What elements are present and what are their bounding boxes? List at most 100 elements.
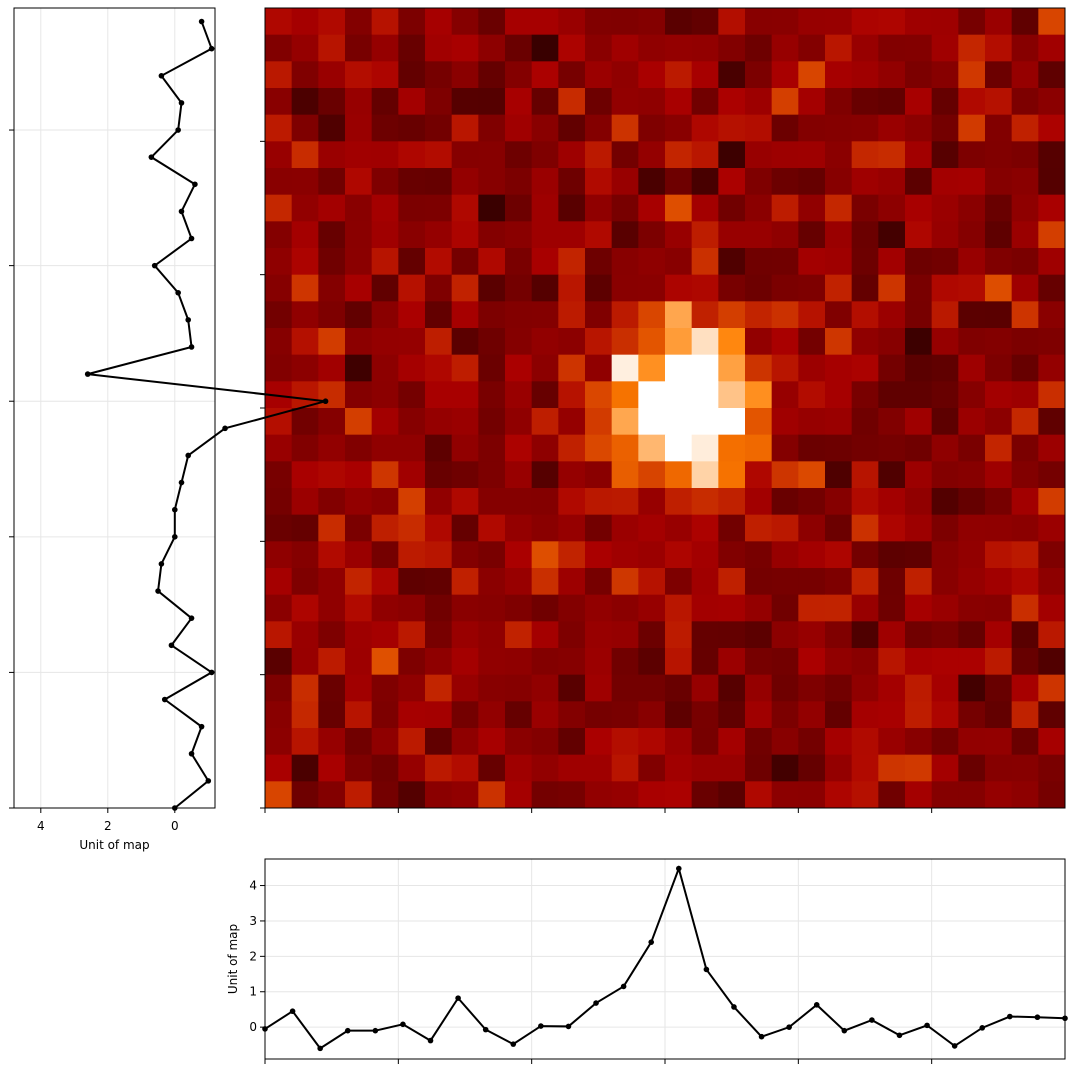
heatmap-cell bbox=[425, 248, 453, 276]
heatmap-cell bbox=[585, 728, 613, 756]
heatmap-cell bbox=[1011, 434, 1039, 462]
heatmap-cell bbox=[825, 381, 853, 409]
heatmap-cell bbox=[851, 541, 879, 569]
heatmap-cell bbox=[345, 274, 373, 302]
heatmap-cell bbox=[718, 88, 746, 116]
heatmap-cell bbox=[345, 461, 373, 489]
bottom-ticks: 4 3 2 1 0 bbox=[249, 879, 933, 1064]
heatmap-cell bbox=[371, 61, 399, 89]
heatmap-cell bbox=[958, 434, 986, 462]
heatmap-cell bbox=[798, 248, 826, 276]
heatmap-cell bbox=[878, 701, 906, 729]
heatmap-cell bbox=[265, 34, 293, 62]
heatmap-cell bbox=[851, 648, 879, 676]
heatmap-cell bbox=[398, 328, 426, 356]
heatmap-cell bbox=[478, 274, 506, 302]
heatmap-cell bbox=[665, 354, 693, 382]
heatmap-cell bbox=[665, 61, 693, 89]
heatmap-cell bbox=[531, 88, 559, 116]
heatmap-cell bbox=[985, 274, 1013, 302]
heatmap-cell bbox=[1038, 248, 1066, 276]
heatmap-cell bbox=[265, 541, 293, 569]
heatmap-cell bbox=[745, 754, 773, 782]
heatmap-cell bbox=[318, 674, 346, 702]
heatmap-cell bbox=[505, 514, 533, 542]
heatmap-cell bbox=[691, 354, 719, 382]
heatmap-cell bbox=[371, 488, 399, 516]
heatmap-cell bbox=[905, 221, 933, 249]
heatmap-cell bbox=[745, 488, 773, 516]
heatmap-cell bbox=[825, 728, 853, 756]
heatmap-cell bbox=[265, 194, 293, 222]
heatmap-cell bbox=[371, 434, 399, 462]
heatmap-cell bbox=[371, 88, 399, 116]
heatmap-cell bbox=[691, 328, 719, 356]
heatmap-cell bbox=[265, 141, 293, 169]
heatmap-cell bbox=[291, 168, 319, 196]
heatmap-cell bbox=[558, 34, 586, 62]
heatmap-cell bbox=[371, 168, 399, 196]
heatmap-cell bbox=[531, 34, 559, 62]
heatmap-cell bbox=[691, 648, 719, 676]
heatmap-cell bbox=[505, 434, 533, 462]
heatmap-cell bbox=[1038, 354, 1066, 382]
heatmap-cell bbox=[345, 34, 373, 62]
heatmap-cell bbox=[611, 541, 639, 569]
heatmap-cell bbox=[531, 354, 559, 382]
heatmap-cell bbox=[425, 34, 453, 62]
heatmap-cell bbox=[558, 61, 586, 89]
heatmap-cell bbox=[851, 461, 879, 489]
heatmap-cell bbox=[798, 141, 826, 169]
heatmap-cell bbox=[958, 114, 986, 142]
heatmap-cell bbox=[505, 141, 533, 169]
heatmap-cell bbox=[798, 674, 826, 702]
heatmap-cell bbox=[825, 301, 853, 329]
heatmap-cell bbox=[878, 61, 906, 89]
heatmap-cell bbox=[825, 408, 853, 436]
heatmap-cell bbox=[665, 381, 693, 409]
heatmap-cell bbox=[745, 728, 773, 756]
heatmap-cell bbox=[318, 274, 346, 302]
heatmap-cell bbox=[425, 461, 453, 489]
heatmap-cell bbox=[691, 568, 719, 596]
heatmap-cell bbox=[851, 34, 879, 62]
bottom-profile-point bbox=[979, 1025, 986, 1031]
heatmap-cell bbox=[425, 754, 453, 782]
heatmap-cell bbox=[585, 781, 613, 809]
left-profile-point bbox=[208, 45, 215, 52]
heatmap-panel bbox=[260, 7, 1066, 813]
heatmap-cell bbox=[745, 381, 773, 409]
left-x-tick-label: 4 bbox=[37, 819, 45, 833]
heatmap-cell bbox=[558, 274, 586, 302]
bottom-frame bbox=[264, 858, 1066, 1060]
heatmap-cell bbox=[1011, 488, 1039, 516]
heatmap-cell bbox=[611, 114, 639, 142]
heatmap-cell bbox=[665, 301, 693, 329]
heatmap-cell bbox=[931, 221, 959, 249]
heatmap-cell bbox=[1011, 781, 1039, 809]
heatmap-cell bbox=[745, 621, 773, 649]
heatmap-cell bbox=[345, 754, 373, 782]
heatmap-cell bbox=[691, 408, 719, 436]
heatmap-cell bbox=[878, 354, 906, 382]
heatmap-cell bbox=[825, 168, 853, 196]
heatmap-cell bbox=[585, 381, 613, 409]
heatmap-cell bbox=[345, 221, 373, 249]
heatmap-cell bbox=[638, 328, 666, 356]
heatmap-cell bbox=[265, 168, 293, 196]
heatmap-cell bbox=[958, 514, 986, 542]
heatmap-cell bbox=[985, 621, 1013, 649]
heatmap-cell bbox=[931, 141, 959, 169]
heatmap-cell bbox=[398, 728, 426, 756]
heatmap-cell bbox=[318, 621, 346, 649]
heatmap-cell bbox=[1038, 34, 1066, 62]
heatmap-cell bbox=[505, 674, 533, 702]
heatmap-cell bbox=[451, 248, 479, 276]
heatmap-cell bbox=[398, 568, 426, 596]
heatmap-cell bbox=[585, 34, 613, 62]
heatmap-cell bbox=[345, 514, 373, 542]
heatmap-cell bbox=[798, 621, 826, 649]
heatmap-cell bbox=[985, 594, 1013, 622]
heatmap-cell bbox=[558, 621, 586, 649]
heatmap-cell bbox=[718, 408, 746, 436]
